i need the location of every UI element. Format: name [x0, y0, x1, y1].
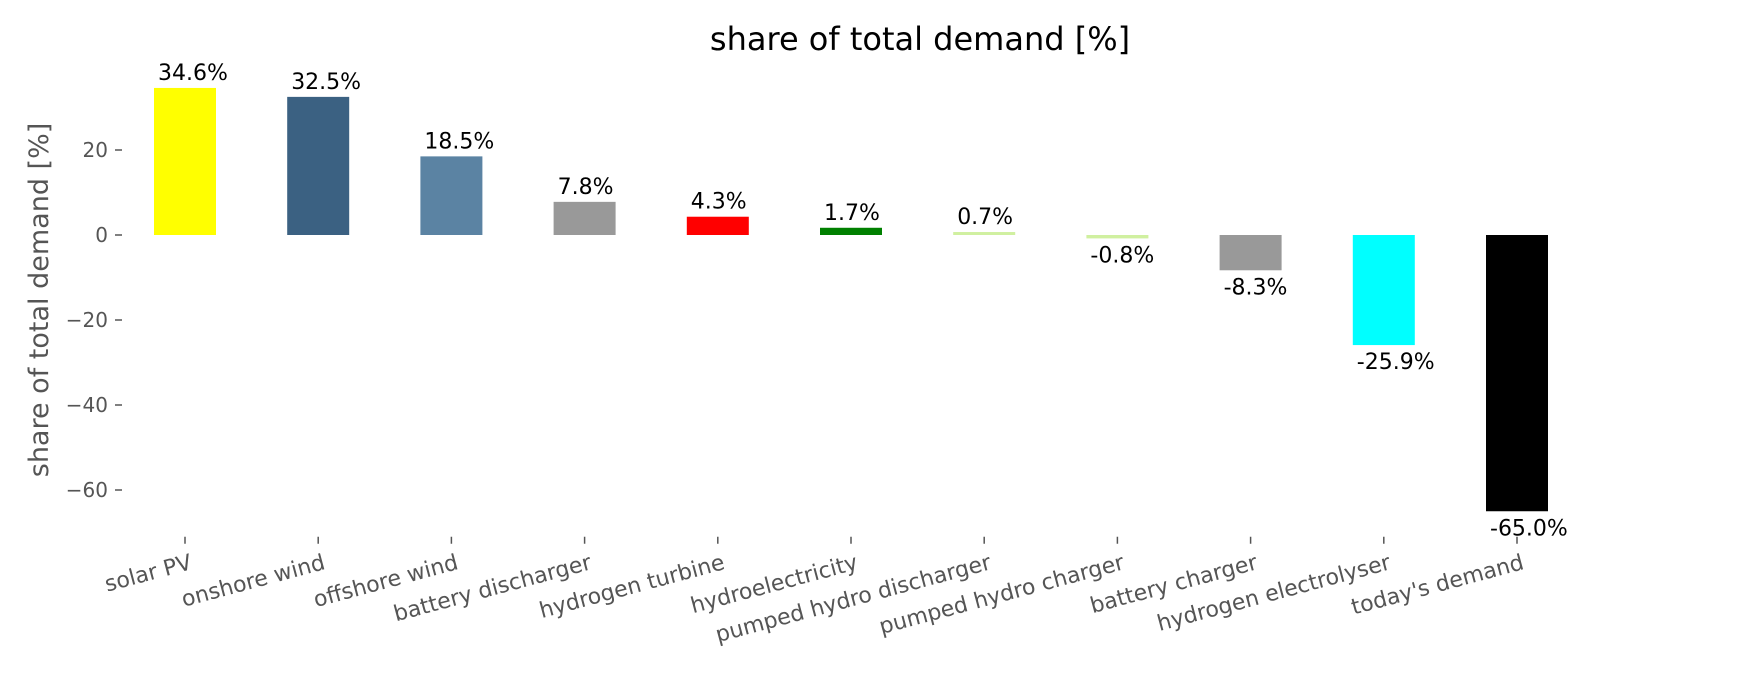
bar: [1086, 235, 1149, 239]
bar-value-label: 34.6%: [158, 61, 228, 86]
bar-value-label: 32.5%: [291, 70, 361, 95]
bar-value-label: 1.7%: [824, 201, 880, 226]
bar: [420, 156, 483, 235]
y-tick-label: −40: [66, 393, 108, 417]
y-axis-label: share of total demand [%]: [24, 123, 55, 478]
bar-value-label: -0.8%: [1090, 243, 1154, 268]
x-tick-label: onshore wind: [179, 550, 328, 612]
y-tick-label: 20: [83, 138, 108, 162]
bar-value-label: 18.5%: [424, 129, 494, 154]
bar: [553, 201, 616, 235]
bar: [1352, 235, 1415, 346]
bar: [287, 96, 350, 235]
y-tick-label: −60: [66, 478, 108, 502]
bar: [686, 216, 749, 235]
bar-value-label: -65.0%: [1490, 516, 1568, 541]
chart-title: share of total demand [%]: [710, 20, 1130, 58]
y-tick-label: −20: [66, 308, 108, 332]
bar-value-label: 0.7%: [957, 205, 1013, 230]
bar: [1486, 235, 1548, 512]
bar: [154, 87, 216, 235]
bar-value-label: 4.3%: [691, 190, 747, 215]
bar-value-label: -25.9%: [1357, 350, 1435, 375]
bar-value-label: -8.3%: [1224, 275, 1288, 300]
y-tick-label: 0: [95, 223, 108, 247]
bar-value-label: 7.8%: [558, 175, 614, 200]
bar: [820, 227, 882, 235]
bar: [953, 232, 1016, 235]
bar: [1219, 235, 1282, 271]
